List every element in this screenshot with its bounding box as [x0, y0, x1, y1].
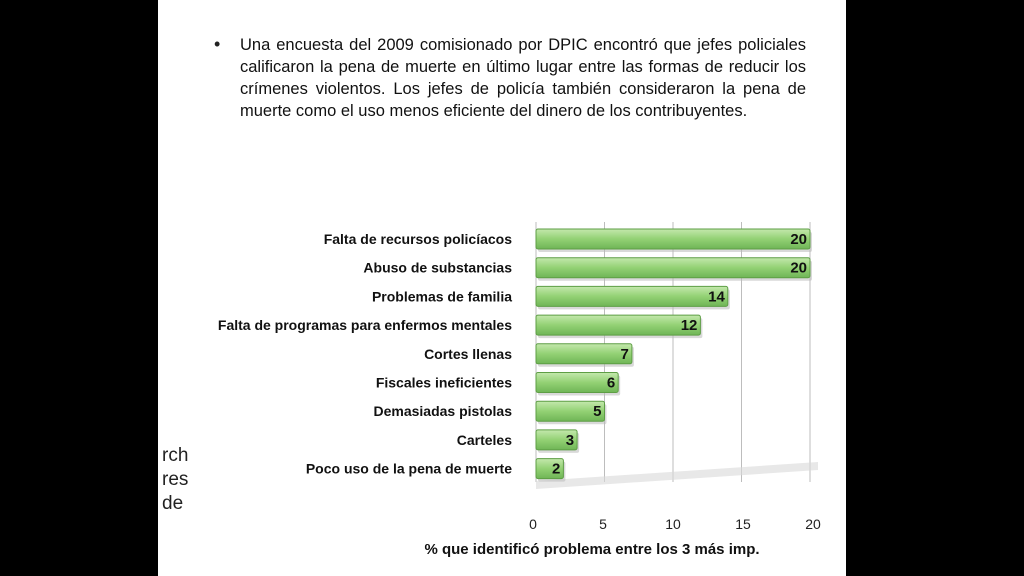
- bar: [535, 257, 811, 279]
- data-label: 14: [708, 288, 725, 305]
- bullet-text: Una encuesta del 2009 comisionado por DP…: [240, 36, 806, 120]
- cropped-text-line: res: [162, 469, 189, 490]
- data-label: 5: [593, 403, 601, 420]
- bar: [535, 400, 605, 422]
- bar: [535, 343, 633, 365]
- cropped-text: rch res de: [162, 444, 188, 516]
- data-label: 2: [552, 461, 560, 478]
- x-tick-label: 15: [735, 516, 751, 532]
- category-label: Abuso de substancias: [363, 260, 512, 276]
- x-tick-label: 5: [599, 516, 607, 532]
- bar: [535, 228, 811, 250]
- slide: • Una encuesta del 2009 comisionado por …: [158, 0, 846, 576]
- bar: [535, 314, 701, 336]
- x-tick-label: 20: [805, 516, 821, 532]
- data-label: 7: [621, 346, 629, 363]
- category-label: Demasiadas pistolas: [373, 403, 512, 419]
- bars: 20 20 14 12 765 32: [535, 228, 812, 482]
- data-label: 12: [681, 317, 698, 334]
- bar: [535, 429, 578, 451]
- category-label: Cortes llenas: [424, 346, 512, 362]
- chart-floor: [536, 462, 818, 489]
- category-label: Fiscales ineficientes: [376, 375, 512, 391]
- x-axis-ticks: 0 5 10 15 20: [529, 516, 821, 532]
- bar: [535, 458, 564, 480]
- data-label: 20: [790, 260, 807, 277]
- x-tick-label: 10: [665, 516, 681, 532]
- bullet-icon: •: [214, 34, 221, 54]
- bullet-point: • Una encuesta del 2009 comisionado por …: [214, 34, 806, 122]
- cropped-text-line: rch: [162, 445, 189, 466]
- bar: [535, 285, 729, 307]
- data-label: 20: [790, 231, 807, 248]
- category-label: Poco uso de la pena de muerte: [306, 461, 512, 477]
- category-labels: Falta de recursos policíacos Abuso de sub…: [218, 231, 512, 477]
- category-label: Falta de recursos policíacos: [324, 231, 513, 247]
- category-label: Problemas de familia: [372, 288, 512, 304]
- cropped-text-line: de: [162, 493, 184, 514]
- category-label: Carteles: [457, 432, 512, 448]
- data-label: 6: [607, 375, 615, 392]
- x-axis-label: % que identificó problema entre los 3 má…: [424, 541, 759, 558]
- data-label: 3: [566, 432, 574, 449]
- category-label: Falta de programas para enfermos mentale…: [218, 317, 512, 333]
- x-tick-label: 0: [529, 516, 537, 532]
- bar: [535, 372, 619, 393]
